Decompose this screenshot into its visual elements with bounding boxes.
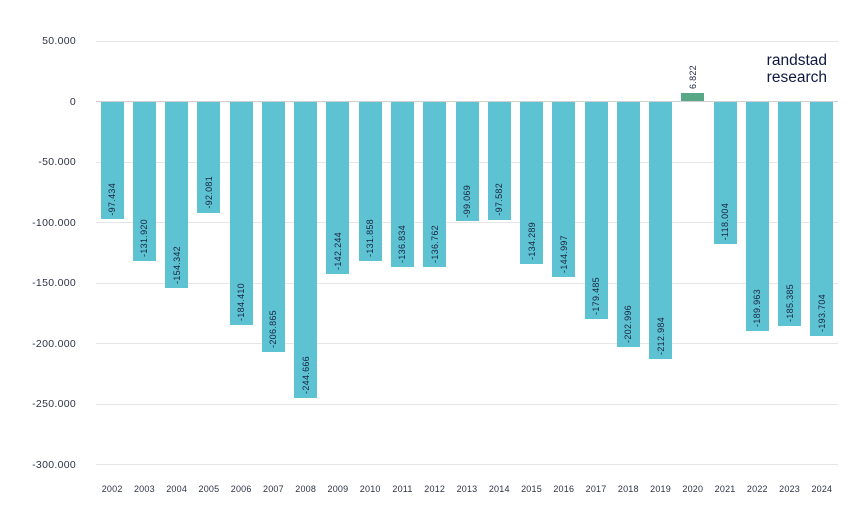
x-axis-tick-label: 2024: [811, 484, 833, 494]
bar-value-label: -202.996: [623, 305, 634, 344]
x-axis-tick-label: 2021: [714, 484, 736, 494]
bar-2016: -144.997: [552, 101, 576, 277]
logo-line-2: research: [766, 69, 827, 86]
x-axis-tick-label: 2022: [746, 484, 768, 494]
y-axis-tick-label: 50.000: [42, 35, 76, 47]
x-axis-tick-label: 2018: [617, 484, 639, 494]
y-axis-tick-label: -200.000: [32, 337, 76, 350]
x-axis-tick-label: 2023: [779, 484, 800, 494]
bar-2018: -202.996: [616, 101, 640, 348]
gridline: [96, 343, 838, 344]
bar-2004: -154.342: [165, 101, 189, 289]
bar-value-label: -92.081: [203, 176, 214, 209]
bar-2020: 6.822: [681, 65, 705, 102]
bar-value-label: -193.704: [816, 293, 827, 332]
bar-2006: -184.410: [229, 101, 253, 325]
bar-value-label: -189.963: [752, 289, 763, 328]
bar-value-label: 6.822: [687, 65, 698, 90]
gridline: [96, 464, 838, 465]
bar-value-label: -136.834: [397, 225, 408, 264]
bar-2012: -136.762: [423, 101, 447, 267]
bar-2015: -134.289: [520, 101, 544, 264]
bar-value-label: -134.289: [526, 222, 537, 260]
bar-value-label: -244.666: [300, 355, 311, 394]
bar-value-label: -179.485: [591, 276, 602, 315]
x-axis-tick-label: 2020: [682, 484, 704, 494]
x-axis-tick-label: 2014: [488, 484, 510, 494]
bar-value-label: -184.410: [236, 282, 247, 321]
x-axis-tick-label: 2007: [263, 484, 284, 494]
bar-2014: -97.582: [487, 101, 511, 220]
x-axis-tick-label: 2002: [101, 484, 123, 494]
bar-value-label: -154.342: [171, 246, 182, 285]
x-axis-tick-label: 2012: [424, 484, 446, 494]
x-axis-tick-label: 2010: [359, 484, 381, 494]
bar-2011: -136.834: [390, 101, 414, 268]
x-axis-tick-label: 2013: [456, 484, 478, 494]
bar-2010: -131.858: [358, 101, 382, 262]
x-axis-tick-label: 2003: [133, 484, 155, 494]
y-axis-tick-label: 0: [69, 95, 76, 108]
bar-2024: -193.704: [810, 101, 834, 336]
x-axis-tick-label: 2015: [521, 484, 542, 494]
bar-value-label: -97.434: [107, 182, 118, 216]
bar-2019: -212.984: [649, 101, 673, 360]
logo-line-1: randstad: [766, 52, 827, 69]
bar-2005: -92.081: [197, 101, 221, 213]
bar-2009: -142.244: [326, 101, 350, 274]
bar-2013: -99.069: [455, 101, 479, 222]
y-axis-tick-label: -100.000: [32, 216, 76, 229]
bar-2017: -179.485: [584, 101, 608, 319]
x-axis-tick-label: 2008: [295, 484, 317, 494]
y-axis-tick-label: -300.000: [32, 458, 76, 471]
bar-value-label: -185.385: [784, 283, 795, 322]
bar-value-label: -206.865: [268, 309, 279, 348]
x-axis-tick-label: 2017: [585, 484, 607, 494]
x-axis-tick-label: 2019: [650, 484, 671, 494]
x-axis-tick-label: 2004: [166, 484, 188, 494]
bar-value-label: -212.984: [655, 317, 666, 356]
gridline: [96, 282, 838, 284]
bar-value-label: -142.244: [332, 231, 343, 270]
bar-2007: -206.865: [261, 101, 285, 352]
x-axis-tick-label: 2011: [392, 484, 413, 494]
gridline: [96, 403, 838, 405]
bar-value-label: -99.069: [462, 184, 472, 218]
y-axis-tick-label: -250.000: [32, 398, 76, 410]
bar-2022: -189.963: [745, 101, 769, 332]
gridline: [96, 222, 838, 223]
bar-value-label: -118.004: [720, 203, 731, 241]
x-axis-tick-label: 2016: [553, 484, 575, 494]
bar-2023: -185.385: [778, 101, 802, 326]
bar-value-label: -131.858: [365, 219, 376, 258]
y-axis-tick-label: -150.000: [32, 277, 76, 289]
bar-2003: -131.920: [132, 101, 156, 262]
x-axis-tick-label: 2006: [230, 484, 252, 494]
bar-2008: -244.666: [294, 101, 318, 398]
gridline: [96, 40, 838, 42]
bar-value-label: -97.582: [494, 182, 505, 216]
y-axis-tick-label: -50.000: [38, 156, 76, 168]
bar-value-label: -131.920: [139, 219, 150, 258]
bar-value-label: -144.997: [558, 235, 569, 273]
bar-2021: -118.004: [713, 101, 737, 245]
x-axis-tick-label: 2009: [327, 484, 349, 494]
randstad-research-logo: randstad research: [767, 52, 827, 86]
bar-2002: -97.434: [100, 101, 124, 220]
bar-value-label: -136.762: [429, 225, 440, 263]
x-axis-tick-label: 2005: [198, 484, 220, 494]
